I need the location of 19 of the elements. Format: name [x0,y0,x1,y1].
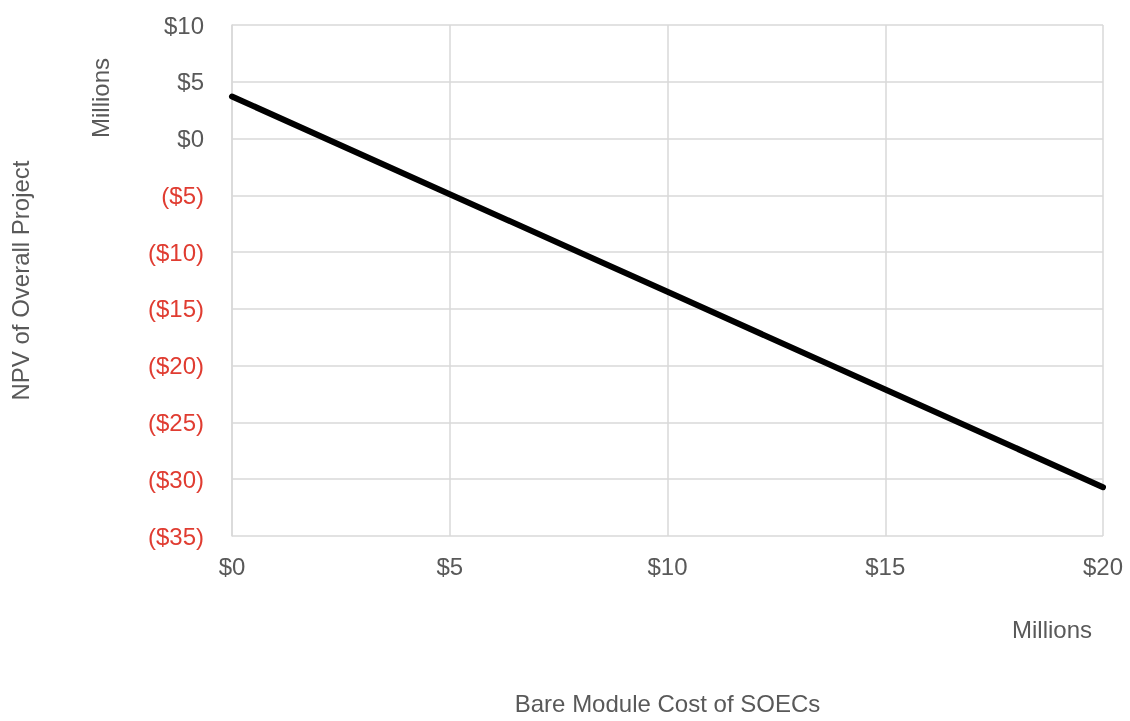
y-axis-title: NPV of Overall Project [6,160,34,401]
y-tick-label: ($20) [147,352,204,380]
text: Millions [86,58,114,139]
y-tick-label: ($25) [147,408,204,436]
y-tick-label: $5 [177,68,204,96]
y-tick-label: ($35) [147,522,204,550]
y-tick-label: $10 [163,11,204,39]
y-tick-label: ($30) [147,465,204,493]
x-tick-label: $0 [218,552,246,580]
text: Millions [1011,615,1092,643]
x-tick-label: $5 [436,552,464,580]
y-tick-label: ($5) [161,181,204,209]
x-tick-label: $10 [647,552,688,580]
x-tick-label: $15 [865,552,906,580]
x-axis-title: Bare Module Cost of SOECs [514,689,821,717]
x-tick-label: $20 [1082,552,1124,580]
y-tick-label: ($15) [147,295,204,323]
y-tick-label: $0 [177,125,204,153]
y-tick-label: ($10) [147,238,204,266]
